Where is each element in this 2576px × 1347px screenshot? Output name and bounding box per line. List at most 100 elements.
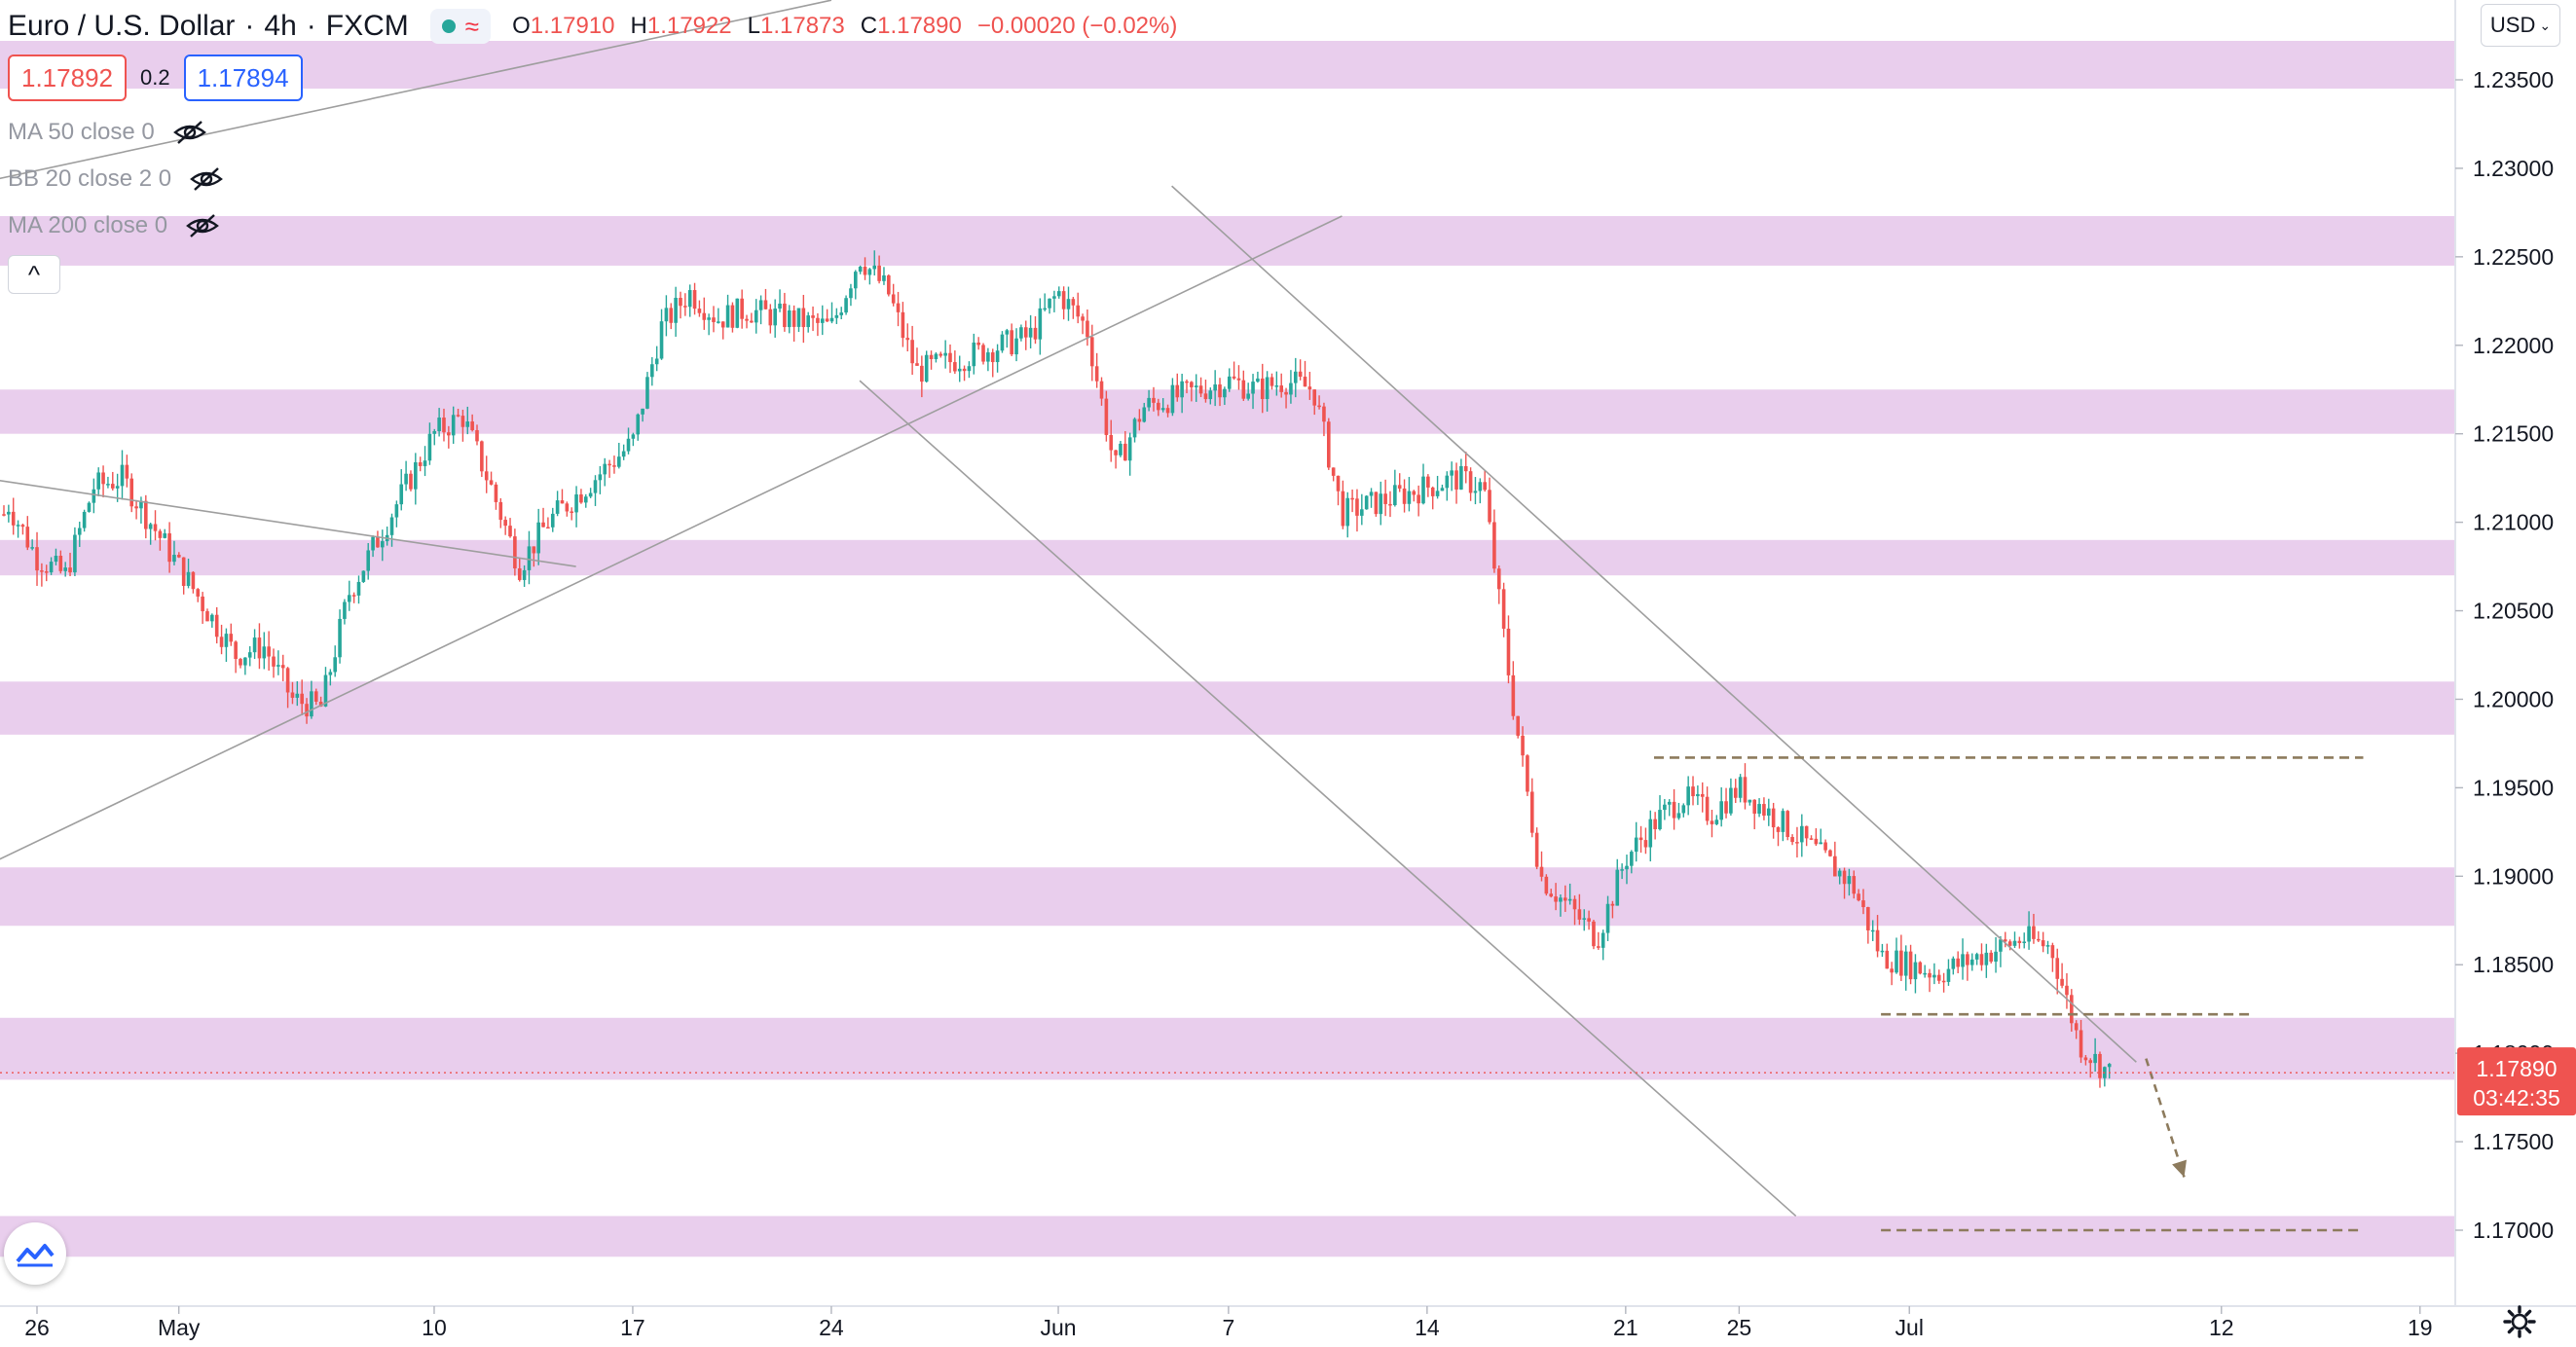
- candle-body: [267, 646, 271, 657]
- candle-body: [224, 634, 229, 647]
- candle-body: [1582, 918, 1587, 920]
- candle-body: [891, 294, 896, 304]
- candle-body: [2027, 926, 2031, 942]
- interval-label[interactable]: 4h: [264, 10, 297, 42]
- candle-body: [87, 502, 92, 512]
- candle-body: [389, 517, 394, 535]
- candle-body: [1932, 974, 1936, 978]
- candle-body: [318, 701, 323, 707]
- candle-body: [730, 305, 735, 328]
- x-tick-label: May: [158, 1315, 201, 1340]
- trend-line-drawings[interactable]: [0, 0, 2455, 1232]
- candle-body: [1923, 972, 1927, 975]
- candle-body: [480, 441, 484, 472]
- candle-body: [1076, 305, 1081, 317]
- candle-body: [2012, 940, 2017, 946]
- candle-body: [1989, 952, 1993, 963]
- settings-gear-icon[interactable]: [2502, 1304, 2537, 1339]
- candle-body: [40, 570, 44, 572]
- candle-body: [272, 656, 276, 667]
- y-tick-label: 1.23500: [2473, 67, 2554, 92]
- symbol-name[interactable]: Euro / U.S. Dollar: [8, 10, 236, 42]
- eye-hidden-icon[interactable]: [185, 212, 220, 239]
- candle-body: [371, 536, 375, 551]
- candle-body: [550, 513, 555, 528]
- candle-body: [451, 415, 456, 436]
- candle-body: [1048, 298, 1051, 309]
- candle-body: [1307, 386, 1312, 390]
- candle-body: [882, 274, 886, 281]
- candle-body: [1521, 735, 1525, 756]
- sell-price-button[interactable]: 1.17892: [8, 55, 127, 101]
- trend-line: [859, 380, 1797, 1218]
- candle-body: [1109, 434, 1114, 451]
- candle-body: [475, 429, 479, 442]
- indicator-bb20[interactable]: BB 20 close 2 0: [8, 160, 224, 199]
- candle-body: [1492, 522, 1496, 569]
- candle-body: [1227, 376, 1232, 389]
- market-status-pill[interactable]: ≈: [429, 9, 492, 44]
- tradingview-logo[interactable]: [4, 1222, 66, 1285]
- eye-hidden-icon[interactable]: [172, 119, 207, 146]
- candle-body: [825, 318, 829, 322]
- x-tick-label: 7: [1222, 1315, 1234, 1340]
- market-open-dot-icon: [441, 19, 456, 33]
- candle-body: [1284, 391, 1288, 395]
- candle-body: [2107, 1064, 2112, 1068]
- candle-body: [1539, 866, 1544, 877]
- candle-body: [972, 342, 976, 367]
- candle-body: [1597, 946, 1601, 948]
- candle-body: [740, 298, 744, 319]
- candle-body: [280, 665, 285, 669]
- candle-body: [1459, 465, 1463, 490]
- candle-body: [2079, 1030, 2083, 1058]
- candle-body: [1099, 381, 1104, 399]
- candle-body: [2003, 939, 2007, 942]
- candle-body: [1157, 402, 1160, 411]
- candle-body: [1241, 380, 1246, 399]
- candle-body: [1705, 796, 1710, 821]
- candle-body: [125, 464, 129, 479]
- indicator-ma200[interactable]: MA 200 close 0: [8, 206, 220, 245]
- candle-body: [957, 368, 962, 372]
- candle-body: [1516, 715, 1520, 736]
- x-tick-label: 19: [2408, 1315, 2433, 1340]
- currency-selector[interactable]: USD ⌄: [2481, 4, 2560, 47]
- candle-body: [645, 377, 649, 409]
- candle-body: [1397, 485, 1402, 489]
- candle-body: [177, 555, 181, 558]
- candle-body: [867, 269, 872, 275]
- ohlc-close: C1.17890: [860, 13, 962, 39]
- buy-price-button[interactable]: 1.17894: [183, 55, 303, 101]
- candle-body: [54, 555, 58, 563]
- candle-body: [1388, 503, 1392, 506]
- candle-body: [1620, 869, 1624, 871]
- candle-body: [1658, 810, 1662, 830]
- candle-body: [20, 525, 25, 528]
- candle-body: [1496, 568, 1501, 590]
- candle-body: [1587, 918, 1591, 922]
- candle-body: [1056, 291, 1061, 297]
- eye-hidden-icon[interactable]: [189, 165, 224, 193]
- collapse-legend-button[interactable]: ^: [8, 255, 60, 294]
- candle-body: [938, 353, 943, 356]
- x-tick-label: Jun: [1040, 1315, 1076, 1340]
- candle-body: [1762, 804, 1766, 817]
- y-tick-label: 1.22500: [2473, 244, 2554, 270]
- candle-body: [820, 318, 825, 323]
- candle-body: [1804, 825, 1809, 839]
- candle-body: [2074, 1023, 2079, 1031]
- candle-body: [1691, 786, 1695, 797]
- price-zone: [0, 389, 2455, 434]
- candle-body: [854, 272, 858, 289]
- candle-body: [1450, 470, 1454, 476]
- trend-line: [0, 479, 576, 567]
- y-tick-label: 1.19500: [2473, 775, 2554, 800]
- candle-body: [574, 494, 578, 513]
- candle-body: [285, 668, 290, 693]
- candle-body: [1572, 898, 1577, 910]
- indicator-ma50[interactable]: MA 50 close 0: [8, 113, 207, 152]
- candle-body: [2017, 940, 2022, 943]
- candle-body: [1833, 856, 1837, 877]
